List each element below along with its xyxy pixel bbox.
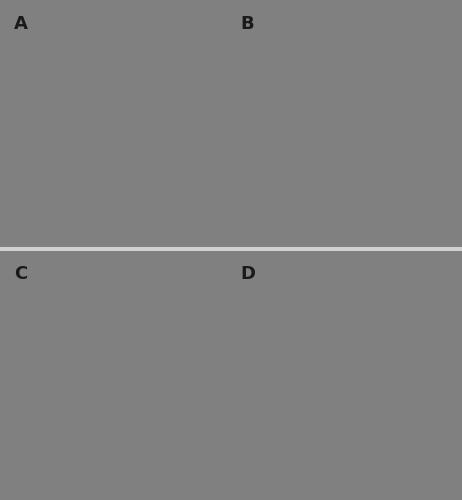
Text: C: C xyxy=(14,265,27,283)
Text: A: A xyxy=(14,15,28,33)
Text: D: D xyxy=(240,265,255,283)
Text: B: B xyxy=(240,15,254,33)
